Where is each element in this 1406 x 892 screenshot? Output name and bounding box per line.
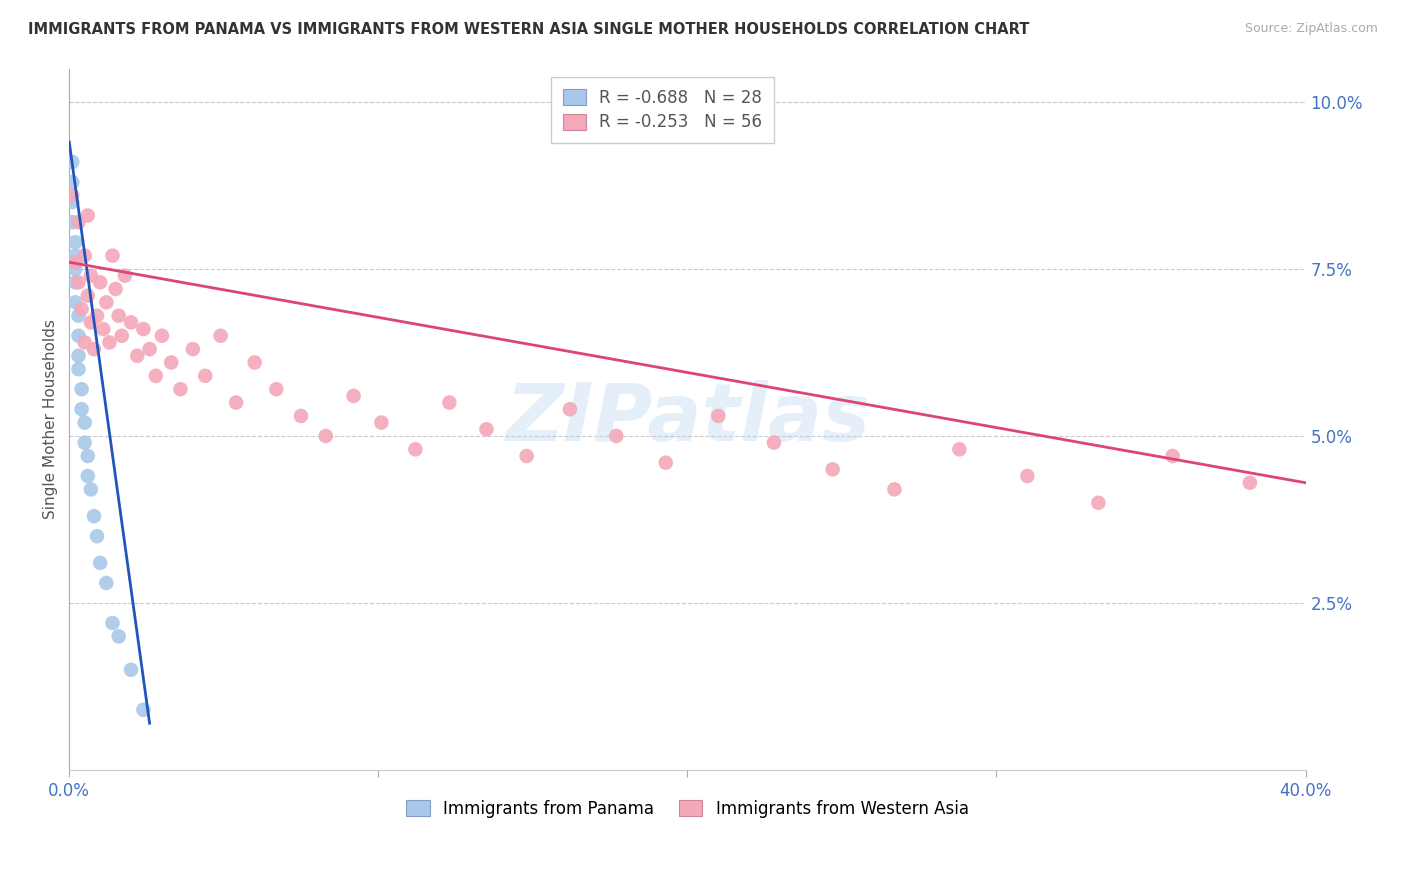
Point — [73, 249, 96, 263]
Point — [70, 382, 93, 396]
Point — [91, 322, 114, 336]
Point — [138, 342, 160, 356]
Point — [266, 382, 288, 396]
Point — [439, 395, 461, 409]
Point — [65, 295, 87, 310]
Point — [107, 629, 129, 643]
Point — [60, 175, 83, 189]
Point — [342, 389, 364, 403]
Point — [114, 268, 136, 283]
Point — [96, 295, 118, 310]
Point — [60, 155, 83, 169]
Point — [65, 262, 87, 277]
Point — [1161, 449, 1184, 463]
Point — [821, 462, 844, 476]
Point — [73, 435, 96, 450]
Point — [101, 249, 124, 263]
Point — [132, 703, 155, 717]
Point — [83, 509, 105, 524]
Point — [150, 328, 173, 343]
Point — [404, 442, 426, 457]
Point — [89, 275, 111, 289]
Point — [96, 576, 118, 591]
Point — [315, 429, 337, 443]
Point — [181, 342, 204, 356]
Point — [370, 416, 392, 430]
Point — [76, 209, 98, 223]
Point — [60, 188, 83, 202]
Point — [86, 529, 108, 543]
Point — [107, 309, 129, 323]
Point — [70, 402, 93, 417]
Point — [120, 663, 142, 677]
Point — [67, 275, 90, 289]
Point — [65, 275, 87, 289]
Point — [1017, 469, 1039, 483]
Point — [73, 416, 96, 430]
Point — [73, 335, 96, 350]
Point — [762, 435, 785, 450]
Point — [67, 362, 90, 376]
Point — [605, 429, 627, 443]
Point — [80, 483, 103, 497]
Point — [225, 395, 247, 409]
Point — [67, 328, 90, 343]
Point — [60, 195, 83, 210]
Point — [558, 402, 581, 417]
Point — [516, 449, 538, 463]
Point — [707, 409, 730, 423]
Point — [169, 382, 191, 396]
Point — [120, 315, 142, 329]
Point — [209, 328, 232, 343]
Point — [65, 235, 87, 250]
Point — [654, 456, 676, 470]
Point — [111, 328, 134, 343]
Point — [76, 288, 98, 302]
Point — [160, 355, 183, 369]
Point — [67, 309, 90, 323]
Point — [76, 469, 98, 483]
Point — [67, 215, 90, 229]
Text: Source: ZipAtlas.com: Source: ZipAtlas.com — [1244, 22, 1378, 36]
Point — [194, 368, 217, 383]
Point — [1239, 475, 1261, 490]
Text: ZIPatlas: ZIPatlas — [505, 380, 870, 458]
Point — [1087, 496, 1109, 510]
Point — [70, 301, 93, 316]
Point — [83, 342, 105, 356]
Point — [290, 409, 312, 423]
Point — [243, 355, 266, 369]
Point — [132, 322, 155, 336]
Point — [89, 556, 111, 570]
Point — [65, 249, 87, 263]
Point — [948, 442, 970, 457]
Point — [475, 422, 498, 436]
Point — [80, 315, 103, 329]
Point — [145, 368, 167, 383]
Y-axis label: Single Mother Households: Single Mother Households — [44, 319, 58, 519]
Legend: Immigrants from Panama, Immigrants from Western Asia: Immigrants from Panama, Immigrants from … — [399, 794, 976, 825]
Point — [883, 483, 905, 497]
Text: IMMIGRANTS FROM PANAMA VS IMMIGRANTS FROM WESTERN ASIA SINGLE MOTHER HOUSEHOLDS : IMMIGRANTS FROM PANAMA VS IMMIGRANTS FRO… — [28, 22, 1029, 37]
Point — [101, 615, 124, 630]
Point — [60, 215, 83, 229]
Point — [86, 309, 108, 323]
Point — [65, 255, 87, 269]
Point — [67, 349, 90, 363]
Point — [80, 268, 103, 283]
Point — [98, 335, 121, 350]
Point — [104, 282, 127, 296]
Point — [127, 349, 149, 363]
Point — [76, 449, 98, 463]
